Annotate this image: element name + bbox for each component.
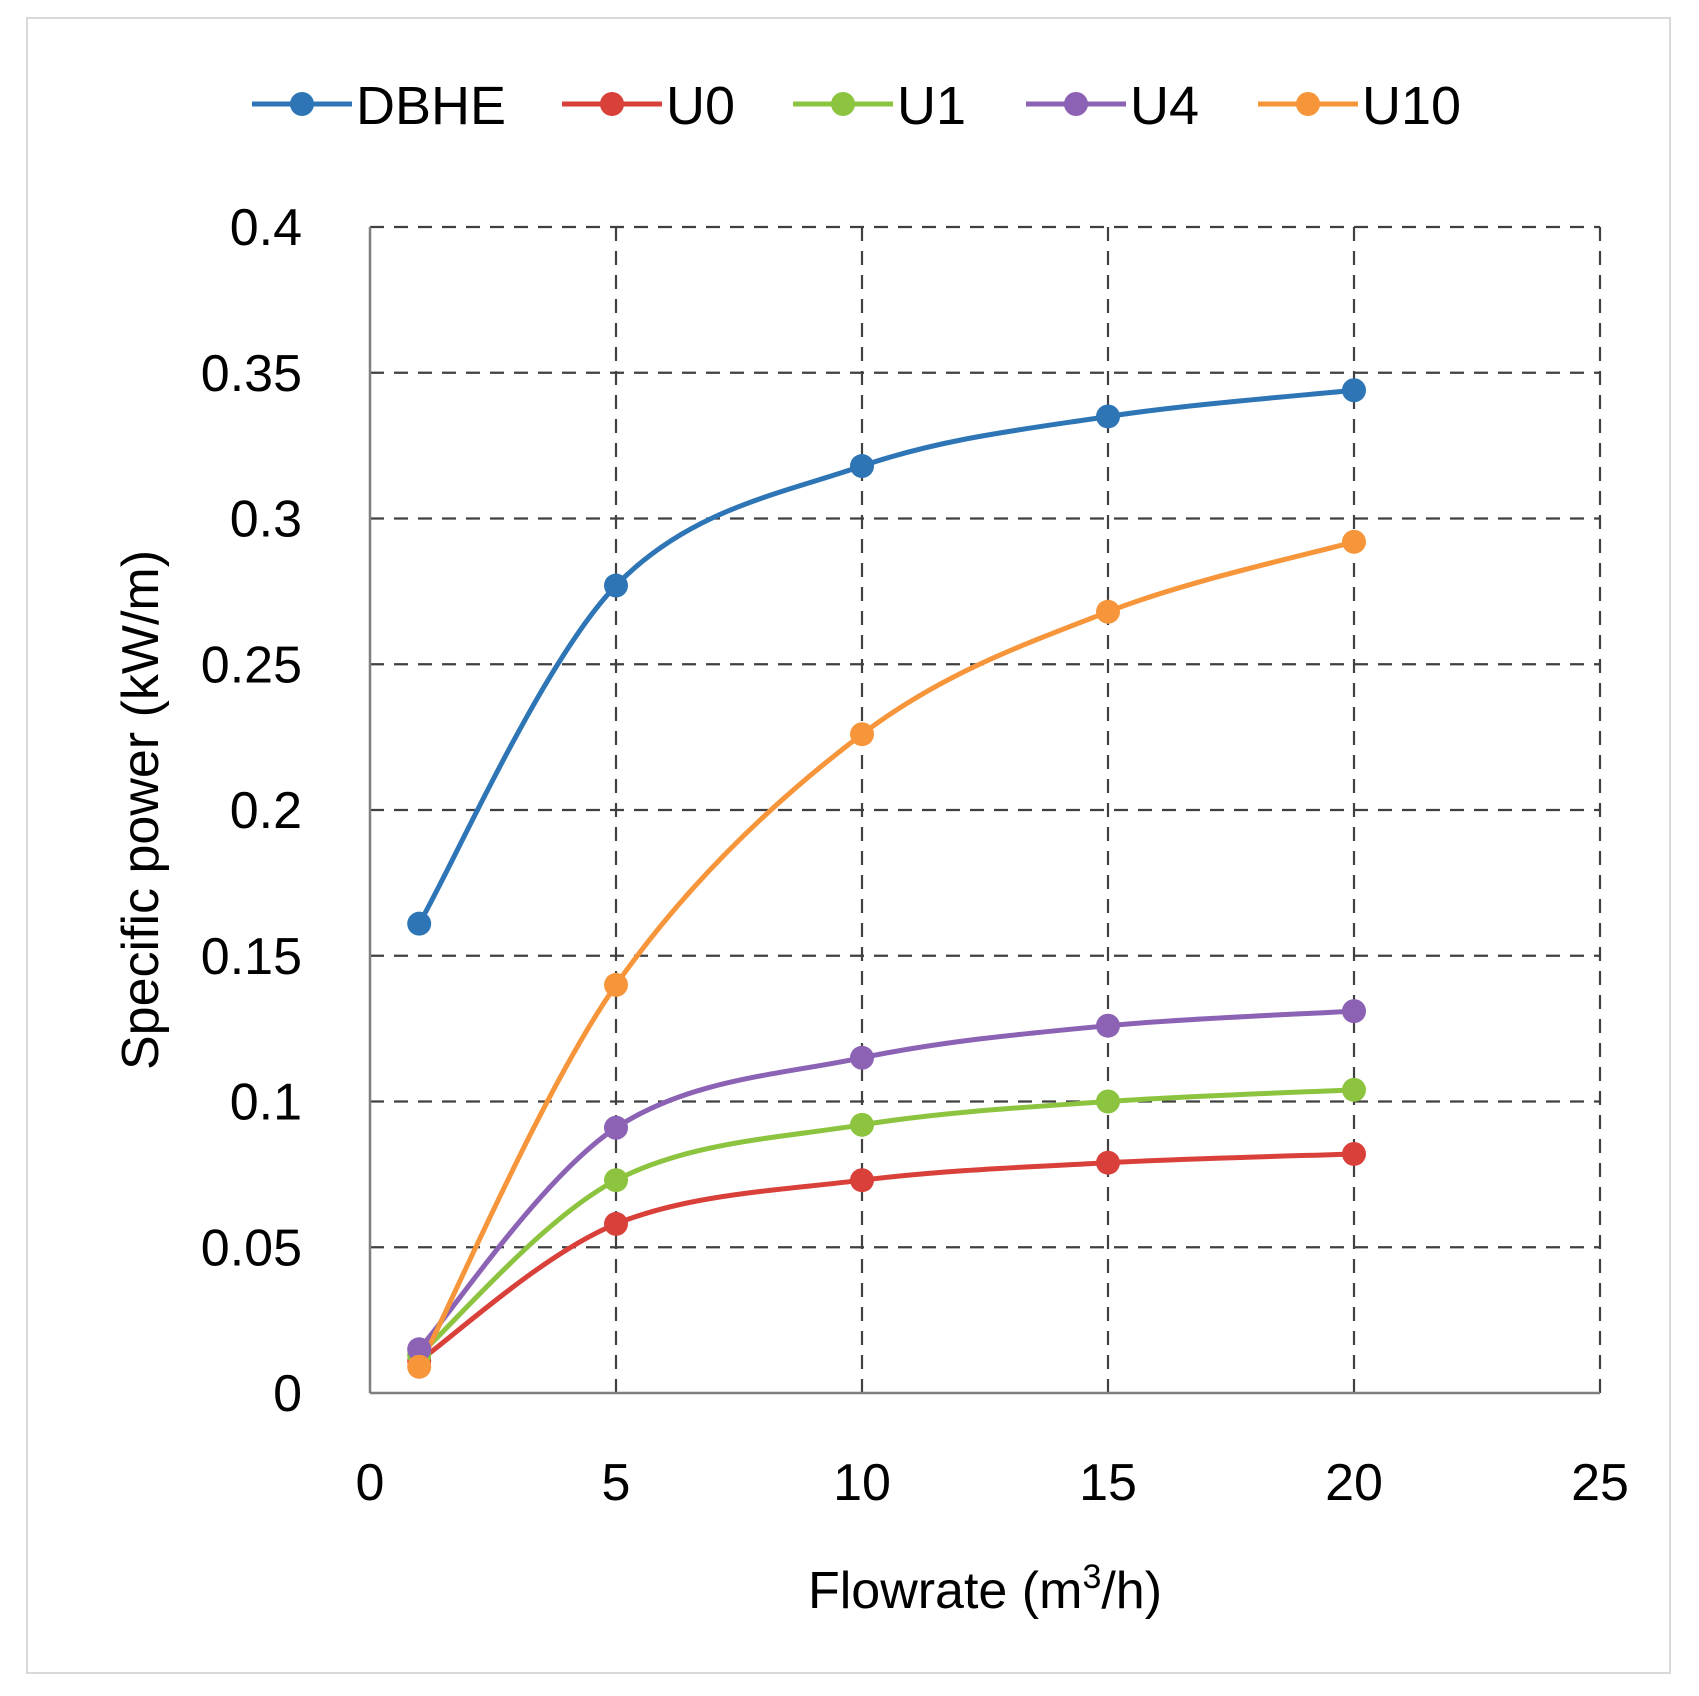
legend-label-u1: U1 bbox=[897, 76, 966, 136]
data-point-u0 bbox=[1342, 1141, 1366, 1166]
data-point-u1 bbox=[604, 1168, 628, 1193]
x-axis-title-superscript: 3 bbox=[1082, 1558, 1101, 1596]
x-tick-label: 10 bbox=[833, 1454, 891, 1512]
x-tick-label: 5 bbox=[602, 1454, 631, 1512]
data-point-u4 bbox=[1096, 1013, 1120, 1038]
data-point-u10 bbox=[1342, 529, 1366, 554]
series-points bbox=[407, 378, 1366, 1379]
y-tick-label: 0.25 bbox=[201, 636, 302, 694]
data-point-dbhe bbox=[407, 911, 432, 936]
x-tick-labels: 0 5 10 15 20 25 bbox=[356, 1454, 1629, 1512]
legend-marker-u10 bbox=[1296, 92, 1320, 116]
x-tick-label: 15 bbox=[1079, 1454, 1137, 1512]
y-tick-label: 0.3 bbox=[230, 491, 302, 549]
data-point-u1 bbox=[1342, 1077, 1366, 1102]
x-axis-title-main: Flowrate (m bbox=[808, 1562, 1082, 1620]
series-lines bbox=[416, 387, 1357, 1370]
y-tick-label: 0.4 bbox=[230, 199, 302, 257]
y-tick-label: 0.35 bbox=[201, 345, 302, 403]
y-tick-label: 0.2 bbox=[230, 782, 302, 840]
data-point-u1 bbox=[1096, 1089, 1120, 1114]
data-point-u1 bbox=[850, 1112, 874, 1137]
data-point-u4 bbox=[1342, 999, 1366, 1024]
chart-frame bbox=[26, 17, 1671, 1674]
x-tick-label: 0 bbox=[356, 1454, 385, 1512]
legend-marker-dbhe bbox=[290, 92, 314, 116]
legend-label-dbhe: DBHE bbox=[356, 76, 506, 136]
y-tick-label: 0.05 bbox=[201, 1219, 302, 1277]
gridlines bbox=[370, 225, 1602, 1393]
data-point-u4 bbox=[850, 1045, 874, 1070]
legend: DBHE U0 U1 U4 U10 bbox=[252, 76, 1461, 136]
series-line-u10 bbox=[416, 539, 1357, 1370]
data-point-dbhe bbox=[1342, 378, 1366, 403]
data-point-u4 bbox=[407, 1337, 432, 1362]
x-tick-label: 25 bbox=[1571, 1454, 1629, 1512]
y-tick-label: 0 bbox=[273, 1365, 302, 1423]
y-tick-labels: 0 0.05 0.1 0.15 0.2 0.25 0.3 0.35 0.4 bbox=[201, 199, 302, 1423]
data-point-u4 bbox=[604, 1115, 628, 1140]
y-axis-title: Specific power (kW/m) bbox=[112, 550, 170, 1070]
legend-label-u10: U10 bbox=[1362, 76, 1461, 136]
series-line-u1 bbox=[416, 1087, 1357, 1358]
legend-marker-u4 bbox=[1064, 92, 1088, 116]
data-point-u10 bbox=[407, 1354, 432, 1379]
legend-label-u0: U0 bbox=[666, 76, 735, 136]
x-axis-title: Flowrate (m3/h) bbox=[808, 1558, 1162, 1620]
data-point-dbhe bbox=[604, 573, 628, 598]
data-point-u0 bbox=[604, 1211, 628, 1236]
y-tick-label: 0.1 bbox=[230, 1074, 302, 1132]
data-point-dbhe bbox=[1096, 404, 1120, 429]
axes bbox=[368, 227, 1600, 1395]
data-point-u0 bbox=[1096, 1150, 1120, 1175]
series-line-u0 bbox=[416, 1151, 1357, 1364]
legend-label-u4: U4 bbox=[1130, 76, 1199, 136]
x-tick-label: 20 bbox=[1325, 1454, 1383, 1512]
series-line-u4 bbox=[416, 1008, 1357, 1352]
data-point-u0 bbox=[850, 1168, 874, 1193]
y-tick-label: 0.15 bbox=[201, 928, 302, 986]
x-axis-title-tail: /h) bbox=[1101, 1562, 1162, 1620]
legend-marker-u0 bbox=[600, 92, 624, 116]
data-point-u10 bbox=[1096, 599, 1120, 624]
data-point-u10 bbox=[604, 972, 628, 997]
legend-marker-u1 bbox=[831, 92, 855, 116]
data-point-dbhe bbox=[850, 454, 874, 479]
series-line-dbhe bbox=[416, 387, 1357, 927]
data-point-u10 bbox=[850, 722, 874, 747]
